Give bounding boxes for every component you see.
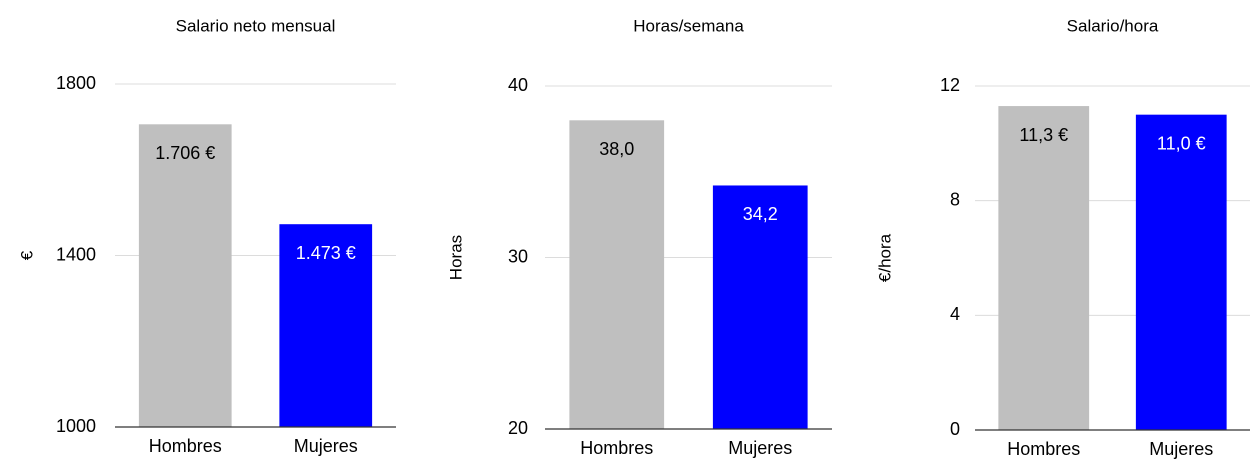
y-tick-label: 0 bbox=[950, 419, 960, 439]
bar bbox=[998, 106, 1090, 431]
value-label: 11,0 € bbox=[1157, 133, 1206, 153]
y-tick-label: 1400 bbox=[56, 244, 96, 264]
x-tick-label: Hombres bbox=[149, 436, 222, 456]
x-tick-label: Mujeres bbox=[728, 438, 792, 458]
y-axis-label: € bbox=[17, 250, 36, 260]
value-label: 38,0 bbox=[599, 139, 634, 159]
y-tick-label: 4 bbox=[950, 304, 960, 324]
x-tick-label: Mujeres bbox=[1149, 439, 1213, 459]
bar bbox=[712, 185, 808, 429]
value-label: 1.473 € bbox=[296, 243, 356, 263]
value-label: 11,3 € bbox=[1019, 125, 1068, 145]
y-tick-label: 40 bbox=[508, 75, 528, 95]
y-tick-label: 1000 bbox=[56, 416, 96, 436]
bar bbox=[279, 224, 373, 427]
chart-title: Salario/hora bbox=[1067, 16, 1159, 35]
bar bbox=[569, 120, 665, 430]
y-tick-label: 20 bbox=[508, 418, 528, 438]
value-label: 34,2 bbox=[743, 204, 778, 224]
value-label: 1.706 € bbox=[155, 143, 215, 163]
x-tick-label: Mujeres bbox=[294, 436, 358, 456]
y-tick-label: 8 bbox=[950, 189, 960, 209]
bar bbox=[1135, 114, 1227, 431]
x-tick-label: Hombres bbox=[1007, 439, 1080, 459]
y-tick-label: 30 bbox=[508, 246, 528, 266]
y-axis-label: Horas bbox=[446, 235, 465, 280]
x-tick-label: Hombres bbox=[580, 438, 653, 458]
y-tick-label: 12 bbox=[940, 75, 960, 95]
bar bbox=[138, 124, 232, 428]
chart-title: Salario neto mensual bbox=[176, 16, 336, 35]
y-axis-label: €/hora bbox=[875, 233, 894, 282]
chart-title: Horas/semana bbox=[633, 16, 744, 35]
y-tick-label: 1800 bbox=[56, 73, 96, 93]
